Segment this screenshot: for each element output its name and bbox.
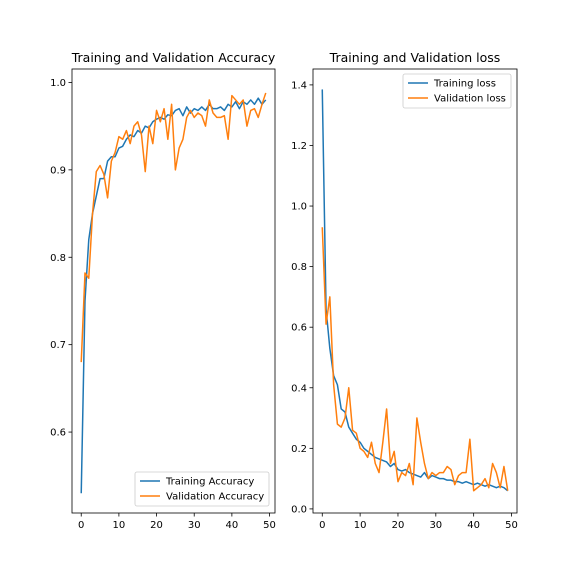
accuracy-y-tick-label-1-0: 1.0 [50, 78, 66, 89]
accuracy-ticks: 0 10 20 30 40 50 0.6 0.7 0.8 0.9 1.0 [50, 78, 276, 531]
accuracy-chart-title: Training and Validation Accuracy [71, 50, 276, 65]
loss-x-tick-label-10: 10 [354, 520, 367, 531]
series-line-training-loss [321, 89, 509, 492]
legend-label-validation-accuracy: Validation Accuracy [166, 492, 264, 503]
accuracy-x-tick-label-20: 20 [150, 520, 163, 531]
loss-y-tick-label-0-4: 0.4 [291, 383, 307, 394]
legend-label-training-loss: Training loss [433, 79, 496, 90]
accuracy-y-tick-label-0-8: 0.8 [50, 253, 66, 264]
loss-legend: Training loss Validation loss [402, 73, 512, 109]
loss-x-tick-label-40: 40 [467, 520, 480, 531]
accuracy-x-tick-label-0: 0 [78, 520, 84, 531]
loss-ticks: 0 10 20 30 40 50 0.0 0.2 0.4 0.6 0.8 1.0 1.2 1.4 [291, 80, 518, 531]
accuracy-lines [80, 92, 267, 494]
loss-x-tick-label-30: 30 [429, 520, 442, 531]
series-line-training-accuracy [80, 97, 267, 494]
accuracy-x-tick-label-10: 10 [113, 520, 126, 531]
loss-y-tick-label-1-0: 1.0 [291, 202, 307, 213]
accuracy-x-tick-label-40: 40 [226, 520, 239, 531]
legend-label-validation-loss: Validation loss [434, 94, 506, 105]
loss-x-tick-label-20: 20 [392, 520, 405, 531]
series-line-validation-loss [321, 227, 509, 492]
loss-y-tick-label-0-2: 0.2 [291, 444, 307, 455]
loss-y-tick-label-0-0: 0.0 [291, 504, 307, 515]
loss-y-tick-label-0-6: 0.6 [291, 323, 307, 334]
loss-chart-title: Training and Validation loss [329, 50, 501, 65]
accuracy-legend: Training Accuracy Validation Accuracy [134, 471, 270, 507]
accuracy-x-tick-label-50: 50 [263, 520, 276, 531]
loss-x-tick-label-0: 0 [319, 520, 325, 531]
loss-axes-frame [312, 68, 518, 514]
loss-panel: Training and Validation loss 0 10 20 30 40 50… [291, 50, 518, 531]
accuracy-y-tick-label-0-9: 0.9 [50, 165, 66, 176]
series-line-validation-accuracy [80, 92, 267, 363]
loss-x-tick-label-50: 50 [505, 520, 518, 531]
accuracy-legend-background [134, 471, 270, 507]
legend-label-training-accuracy: Training Accuracy [165, 477, 254, 488]
accuracy-y-tick-label-0-6: 0.6 [50, 428, 66, 439]
accuracy-panel: Training and Validation Accuracy 0 10 20 30… [50, 50, 276, 531]
loss-y-tick-label-1-2: 1.2 [291, 141, 307, 152]
loss-y-tick-label-0-8: 0.8 [291, 262, 307, 273]
loss-lines [321, 89, 509, 492]
accuracy-y-tick-label-0-7: 0.7 [50, 340, 66, 351]
loss-legend-background [402, 73, 512, 109]
accuracy-axes-frame [71, 68, 276, 514]
accuracy-x-tick-label-30: 30 [188, 520, 201, 531]
loss-y-tick-label-1-4: 1.4 [291, 80, 307, 91]
